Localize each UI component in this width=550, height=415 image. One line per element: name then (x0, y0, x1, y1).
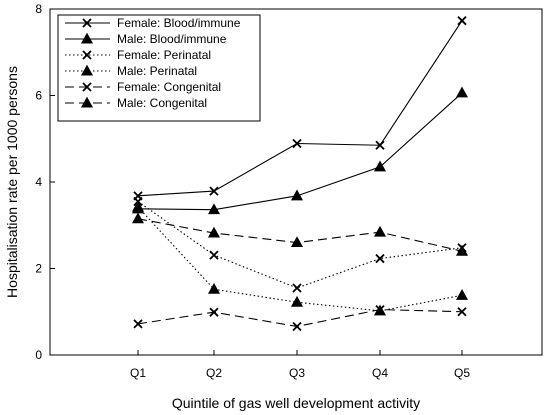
legend-marker (82, 82, 92, 92)
data-point (375, 304, 385, 315)
legend-box (57, 14, 261, 122)
x-tick-label: Q2 (206, 366, 222, 380)
y-axis: 0 2 4 6 8 (35, 2, 55, 362)
data-point (290, 189, 304, 201)
data-point (457, 16, 467, 26)
data-point (290, 236, 304, 248)
y-tick-label: 6 (35, 89, 42, 103)
data-point (455, 288, 469, 300)
data-point (207, 203, 221, 215)
legend-marker (80, 64, 94, 76)
data-point (455, 86, 469, 98)
legend-label: Male: Perinatal (117, 64, 197, 78)
x-axis: Q1 Q2 Q3 Q4 Q5 (130, 350, 470, 380)
y-tick-label: 8 (35, 2, 42, 16)
data-point (373, 160, 387, 172)
legend-label: Male: Blood/immune (117, 32, 227, 46)
y-tick-label: 0 (35, 348, 42, 362)
data-point (292, 138, 302, 149)
data-point (457, 307, 467, 317)
data-point (209, 186, 219, 196)
data-point (209, 250, 219, 260)
x-tick-label: Q1 (130, 366, 146, 380)
legend-label: Female: Blood/immune (117, 16, 241, 30)
data-point (133, 319, 143, 329)
data-point (290, 295, 304, 307)
legend-marker (80, 32, 94, 44)
legend-marker (82, 50, 92, 60)
y-tick-label: 4 (35, 175, 42, 189)
legend-label: Female: Perinatal (117, 48, 211, 62)
x-axis-title: Quintile of gas well development activit… (172, 395, 420, 411)
data-point (209, 307, 219, 317)
data-point (292, 283, 302, 293)
series-5 (133, 304, 467, 332)
series-4 (131, 200, 469, 316)
series-line (137, 206, 463, 312)
data-point (292, 321, 302, 332)
legend-label: Female: Congenital (117, 80, 221, 94)
legend: Female: Blood/immune Male: Blood/immune Fe… (57, 14, 261, 122)
data-point (373, 225, 387, 237)
x-tick-label: Q5 (454, 366, 470, 380)
series-6 (131, 212, 469, 256)
legend-entry: Female: Blood/immune (65, 16, 241, 30)
data-point (131, 212, 145, 224)
legend-entry: Male: Blood/immune (65, 32, 227, 46)
y-axis-title: Hospitalisation rate per 1000 persons (4, 66, 20, 298)
data-point (207, 226, 221, 238)
legend-entry: Male: Perinatal (65, 64, 197, 78)
legend-entry: Male: Congenital (65, 96, 207, 110)
y-tick-label: 2 (35, 262, 42, 276)
legend-marker (82, 18, 92, 28)
data-point (207, 282, 221, 294)
data-point (375, 253, 385, 264)
data-point (455, 244, 469, 256)
x-tick-label: Q4 (372, 366, 388, 380)
legend-marker (80, 96, 94, 108)
legend-entry: Female: Congenital (65, 80, 221, 94)
series-line (137, 92, 463, 211)
series-layer (131, 16, 469, 332)
x-tick-label: Q3 (289, 366, 305, 380)
data-point (375, 140, 385, 150)
data-point (131, 200, 145, 212)
legend-entry: Female: Perinatal (65, 48, 211, 62)
legend-label: Male: Congenital (117, 96, 207, 110)
